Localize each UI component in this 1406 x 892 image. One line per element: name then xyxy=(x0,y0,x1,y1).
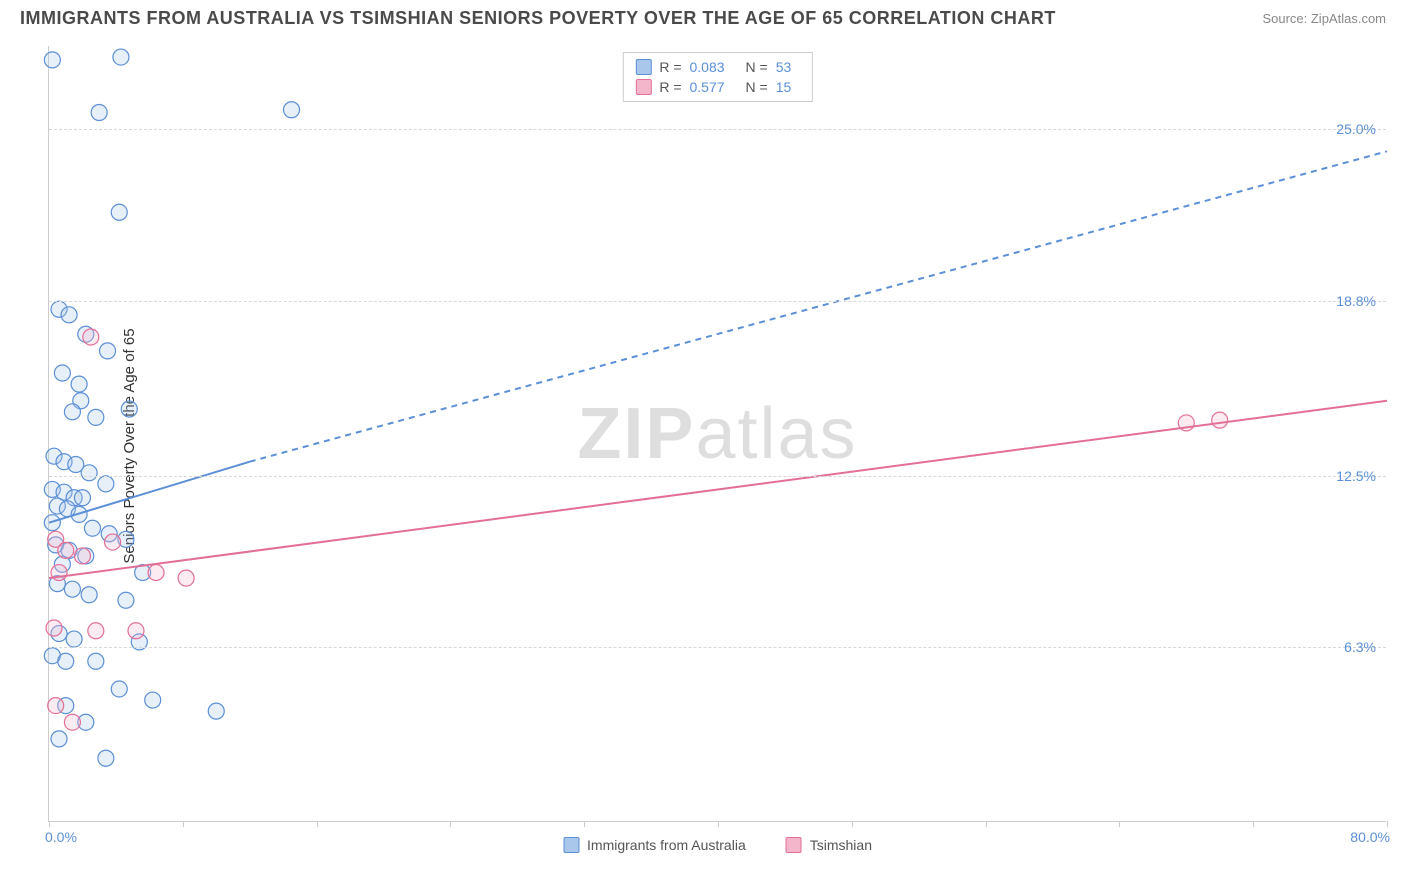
x-max-label: 80.0% xyxy=(1350,829,1390,845)
data-point-tsimshian xyxy=(64,714,80,730)
chart-plot-area: ZIPatlas 6.3%12.5%18.8%25.0% 0.0% 80.0% … xyxy=(48,46,1386,822)
gridline xyxy=(49,301,1386,302)
data-point-australia xyxy=(71,376,87,392)
data-point-australia xyxy=(81,587,97,603)
data-point-tsimshian xyxy=(48,698,64,714)
data-point-australia xyxy=(208,703,224,719)
legend-item-tsimshian: Tsimshian xyxy=(786,837,872,853)
data-point-australia xyxy=(121,401,137,417)
y-tick-label: 18.8% xyxy=(1336,293,1376,309)
y-tick-label: 12.5% xyxy=(1336,468,1376,484)
data-point-tsimshian xyxy=(105,534,121,550)
x-tick xyxy=(317,821,318,827)
data-point-australia xyxy=(84,520,100,536)
data-point-australia xyxy=(58,653,74,669)
data-point-australia xyxy=(74,490,90,506)
x-tick xyxy=(450,821,451,827)
data-point-australia xyxy=(91,105,107,121)
data-point-australia xyxy=(111,204,127,220)
data-point-australia xyxy=(66,631,82,647)
gridline xyxy=(49,476,1386,477)
data-point-australia xyxy=(98,476,114,492)
x-tick xyxy=(718,821,719,827)
data-point-australia xyxy=(81,465,97,481)
x-min-label: 0.0% xyxy=(45,829,77,845)
data-point-australia xyxy=(61,307,77,323)
swatch-australia xyxy=(563,837,579,853)
y-tick-label: 25.0% xyxy=(1336,121,1376,137)
data-point-australia xyxy=(54,365,70,381)
data-point-australia xyxy=(64,404,80,420)
y-tick-label: 6.3% xyxy=(1344,639,1376,655)
data-point-tsimshian xyxy=(178,570,194,586)
source-label: Source: ZipAtlas.com xyxy=(1262,11,1386,26)
data-point-australia xyxy=(113,49,129,65)
x-tick xyxy=(1119,821,1120,827)
swatch-australia xyxy=(635,59,651,75)
data-point-tsimshian xyxy=(74,548,90,564)
x-tick xyxy=(584,821,585,827)
data-point-tsimshian xyxy=(83,329,99,345)
scatter-svg xyxy=(49,46,1386,821)
stats-row-tsimshian: R = 0.577 N = 15 xyxy=(635,77,799,97)
bottom-legend: Immigrants from Australia Tsimshian xyxy=(563,837,872,853)
data-point-tsimshian xyxy=(58,542,74,558)
data-point-tsimshian xyxy=(148,565,164,581)
data-point-australia xyxy=(145,692,161,708)
data-point-australia xyxy=(100,343,116,359)
data-point-australia xyxy=(118,592,134,608)
x-tick xyxy=(852,821,853,827)
x-tick xyxy=(986,821,987,827)
regression-line-tsimshian xyxy=(49,401,1387,578)
data-point-australia xyxy=(64,581,80,597)
data-point-australia xyxy=(111,681,127,697)
chart-title: IMMIGRANTS FROM AUSTRALIA VS TSIMSHIAN S… xyxy=(20,8,1056,29)
data-point-australia xyxy=(44,52,60,68)
swatch-tsimshian xyxy=(786,837,802,853)
x-tick xyxy=(183,821,184,827)
gridline xyxy=(49,129,1386,130)
data-point-tsimshian xyxy=(88,623,104,639)
data-point-australia xyxy=(51,731,67,747)
x-tick xyxy=(1387,821,1388,827)
data-point-australia xyxy=(88,653,104,669)
x-tick xyxy=(1253,821,1254,827)
gridline xyxy=(49,647,1386,648)
legend-item-australia: Immigrants from Australia xyxy=(563,837,746,853)
swatch-tsimshian xyxy=(635,79,651,95)
data-point-australia xyxy=(88,409,104,425)
data-point-tsimshian xyxy=(128,623,144,639)
data-point-tsimshian xyxy=(46,620,62,636)
x-tick xyxy=(49,821,50,827)
stats-box: R = 0.083 N = 53 R = 0.577 N = 15 xyxy=(622,52,812,102)
stats-row-australia: R = 0.083 N = 53 xyxy=(635,57,799,77)
data-point-australia xyxy=(98,750,114,766)
data-point-tsimshian xyxy=(1212,412,1228,428)
data-point-australia xyxy=(284,102,300,118)
